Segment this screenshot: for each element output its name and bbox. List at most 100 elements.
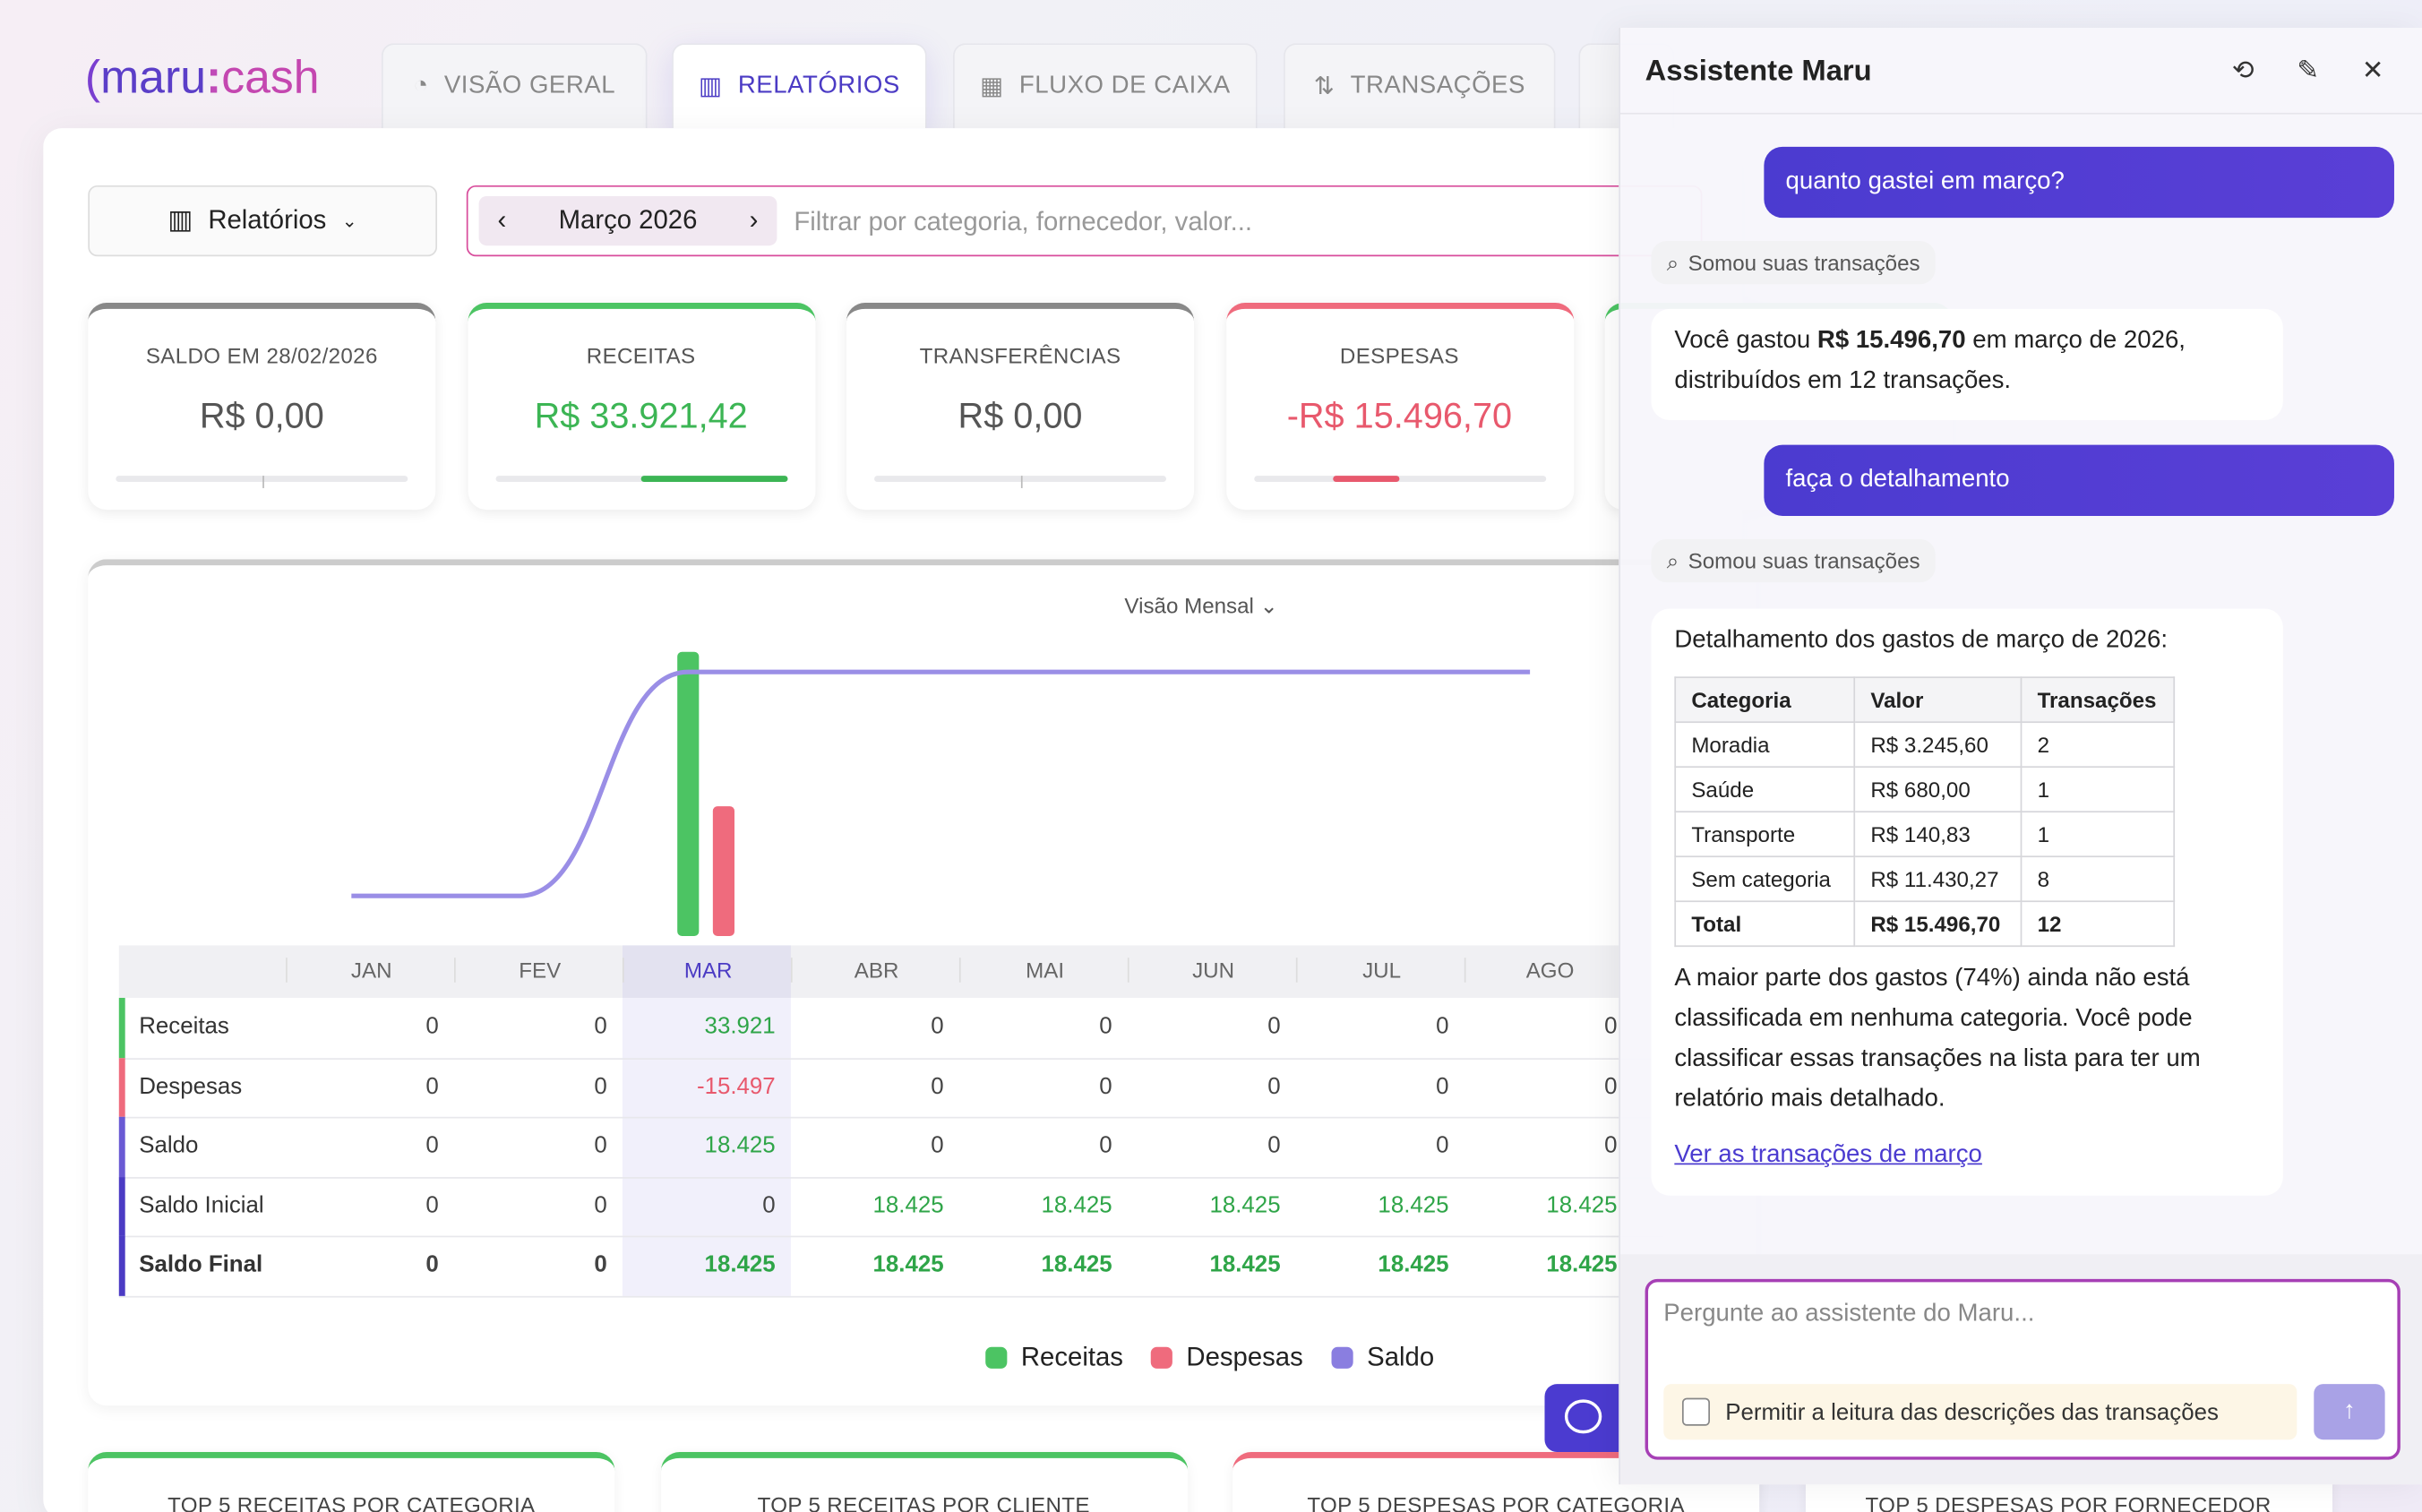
text: Você gastou (1674, 327, 1817, 354)
cell: 0 (1436, 1072, 1449, 1100)
legend-label: Receitas (1020, 1342, 1123, 1372)
bar-receitas (677, 651, 700, 937)
month-header: JUL (1295, 958, 1466, 983)
legend-swatch (1331, 1346, 1353, 1369)
send-button[interactable]: ↑ (2314, 1384, 2385, 1440)
intro: Detalhamento dos gastos de março de 2026… (1674, 627, 2168, 654)
tab-label: TRANSAÇÕES (1350, 73, 1525, 99)
category-table: Categoria Valor Transações Moradia R$ 3.245,… (1674, 676, 2176, 948)
row-label: Receitas (139, 1013, 229, 1040)
card-track (116, 476, 408, 488)
table-cell: R$ 15.496,70 (1853, 900, 2023, 948)
row-line (118, 1236, 1664, 1238)
cell: 0 (425, 1191, 439, 1219)
table-cell: R$ 11.430,27 (1853, 855, 2023, 903)
chat-input[interactable]: Pergunte ao assistente do Maru... Permit… (1645, 1278, 2401, 1460)
cell: 0 (594, 1251, 607, 1278)
permission-checkbox[interactable]: Permitir a leitura das descrições das tr… (1663, 1384, 2297, 1440)
new-chat-button[interactable]: ✎ (2297, 56, 2319, 85)
table-cell: 1 (2020, 766, 2176, 813)
cell: 18.425 (1546, 1251, 1618, 1278)
cell: 18.425 (704, 1132, 776, 1159)
cell: 0 (1099, 1072, 1112, 1100)
card-label: SALDO EM 28/02/2026 (145, 342, 378, 368)
cell: 0 (931, 1132, 944, 1159)
highlight-column (622, 945, 791, 1296)
cell: 0 (594, 1132, 607, 1159)
legend-label: Despesas (1186, 1342, 1303, 1372)
table-cell: R$ 680,00 (1853, 766, 2023, 813)
chat-icon (1564, 1399, 1602, 1434)
month-label: Março 2026 (558, 205, 698, 236)
text-bold: R$ 15.496,70 (1816, 327, 1966, 354)
month-header: MAI (958, 958, 1129, 983)
bar-despesas (712, 806, 734, 937)
cell: 18.425 (1209, 1191, 1281, 1219)
row-line (118, 1295, 1664, 1298)
cell: 33.921 (704, 1013, 776, 1040)
table-cell: Saúde (1674, 766, 1856, 813)
cell: 18.425 (1209, 1251, 1281, 1278)
cell: 18.425 (872, 1191, 944, 1219)
cell: 0 (1436, 1013, 1449, 1040)
tab[interactable]: ◔ VISÃO GERAL (381, 43, 648, 129)
view-selector[interactable]: Visão Mensal ⌄ (1124, 593, 1278, 618)
tool-label: Somou suas transações (1688, 548, 1920, 573)
row-accent (118, 1236, 125, 1296)
user-message: quanto gastei em março? (1764, 146, 2394, 219)
month-picker[interactable]: ‹ Março 2026 › (478, 196, 777, 246)
card-center (262, 476, 264, 488)
table-row: Sem categoria R$ 11.430,27 8 (1674, 855, 2176, 903)
cell: 0 (762, 1191, 776, 1219)
tab[interactable]: ⇅ TRANSAÇÕES (1284, 43, 1556, 129)
cell: 0 (425, 1251, 439, 1278)
table-header-cell: Transações (2020, 676, 2176, 724)
saldo-line (351, 669, 1531, 898)
month-header: JAN (286, 958, 456, 983)
month-header: AGO (1464, 958, 1635, 983)
assistant-panel: Assistente Maru ⟲ ✎ ✕ quanto gastei em m… (1619, 28, 2422, 1485)
chat-toggle[interactable] (1544, 1384, 1622, 1453)
table-cell: R$ 140,83 (1853, 811, 2023, 858)
history-button[interactable]: ⟲ (2231, 56, 2255, 85)
view-label: Relatórios (208, 205, 327, 236)
tool-call: ⌕ Somou suas transações (1651, 538, 1936, 583)
tool-call: ⌕ Somou suas transações (1651, 241, 1936, 285)
card-value: R$ 0,00 (958, 395, 1083, 436)
close-button[interactable]: ✕ (2361, 56, 2384, 85)
view-selector-label: Visão Mensal (1124, 593, 1254, 618)
table-cell: Total (1674, 900, 1856, 948)
tab[interactable]: ▦ FLUXO DE CAIXA (953, 43, 1258, 129)
link[interactable]: Ver as transações de março (1674, 1141, 1982, 1168)
cell: 0 (1604, 1072, 1618, 1100)
cell: 0 (594, 1072, 607, 1100)
text: em março de 2026, distribuídos em 12 tra… (1674, 327, 2186, 394)
row-label: Saldo Final (139, 1251, 263, 1278)
cell: 18.425 (704, 1251, 776, 1278)
table-cell: 8 (2020, 855, 2176, 903)
table-header-row: Categoria Valor Transações (1674, 676, 2176, 724)
logo[interactable]: (maru:cash (84, 52, 320, 104)
cell: 18.425 (1041, 1251, 1112, 1278)
tab-label: FLUXO DE CAIXA (1018, 73, 1231, 99)
cell: 0 (1099, 1132, 1112, 1159)
card-label: RECEITAS (586, 342, 696, 368)
table-cell: R$ 3.245,60 (1853, 721, 2023, 769)
cell: 0 (1604, 1013, 1618, 1040)
row-label: Despesas (139, 1072, 243, 1100)
filter-bar: ‹ Março 2026 › Filtrar por categoria, forn… (466, 185, 1703, 257)
filter-input[interactable]: Filtrar por categoria, fornecedor, valor… (794, 207, 1253, 236)
table-cell: 2 (2020, 721, 2176, 769)
card-progress (1332, 476, 1400, 483)
row-accent (118, 998, 125, 1058)
cell: 0 (1099, 1013, 1112, 1040)
tab[interactable]: ▥ RELATÓRIOS (672, 43, 927, 129)
card: RECEITAS R$ 33.921,42 (467, 303, 815, 511)
table-row: Total R$ 15.496,70 12 (1674, 900, 2176, 948)
card-center (1020, 476, 1022, 488)
view-dropdown[interactable]: ▥ Relatórios ⌄ (88, 185, 438, 257)
checkbox-label: Permitir a leitura das descrições das tr… (1725, 1398, 2219, 1425)
